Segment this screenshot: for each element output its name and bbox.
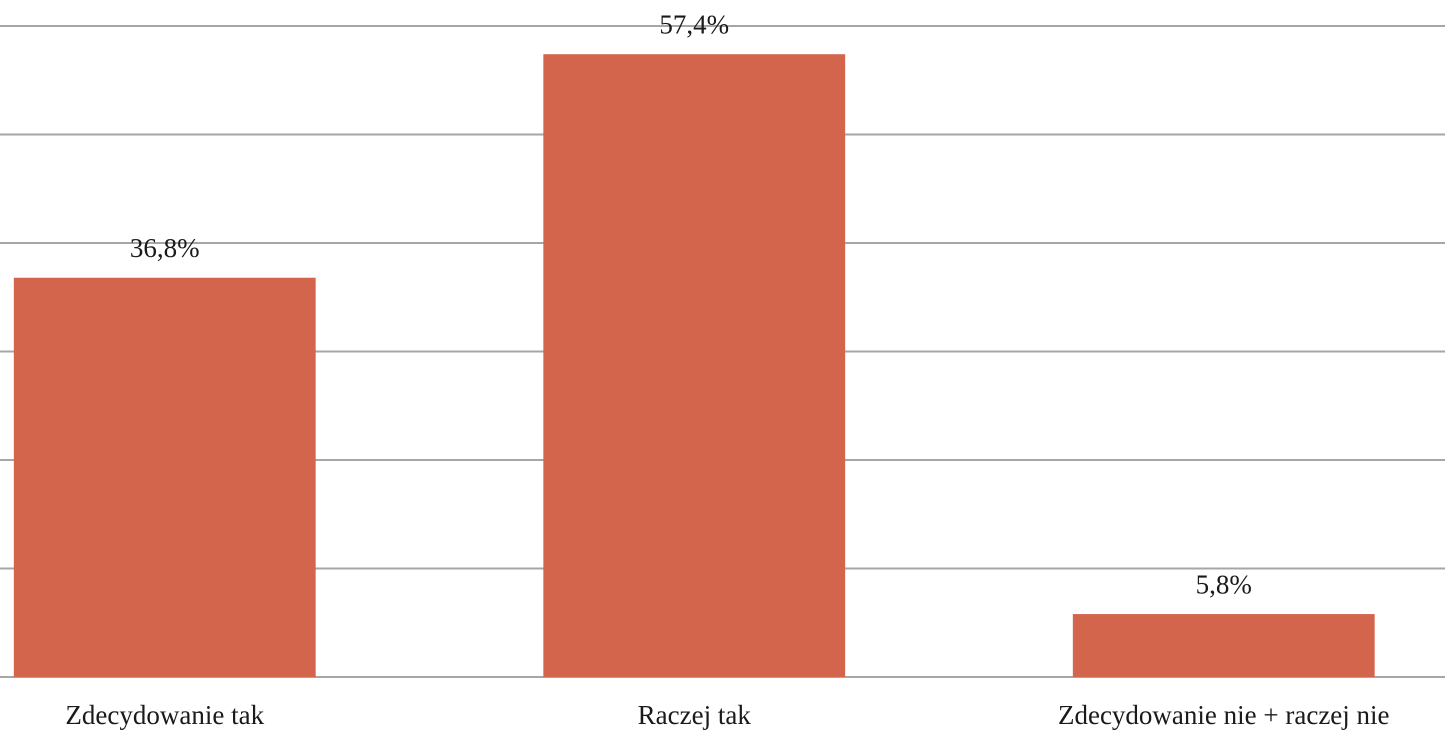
x-tick-label: Zdecydowanie tak xyxy=(65,700,264,730)
data-label: 36,8% xyxy=(130,233,200,263)
data-label: 5,8% xyxy=(1196,569,1252,599)
bar xyxy=(13,277,316,677)
bar xyxy=(1072,614,1375,677)
x-tick-label: Zdecydowanie nie + raczej nie xyxy=(1058,700,1390,730)
bar xyxy=(543,54,846,677)
data-label: 57,4% xyxy=(659,9,729,39)
x-tick-label: Raczej tak xyxy=(638,700,752,730)
